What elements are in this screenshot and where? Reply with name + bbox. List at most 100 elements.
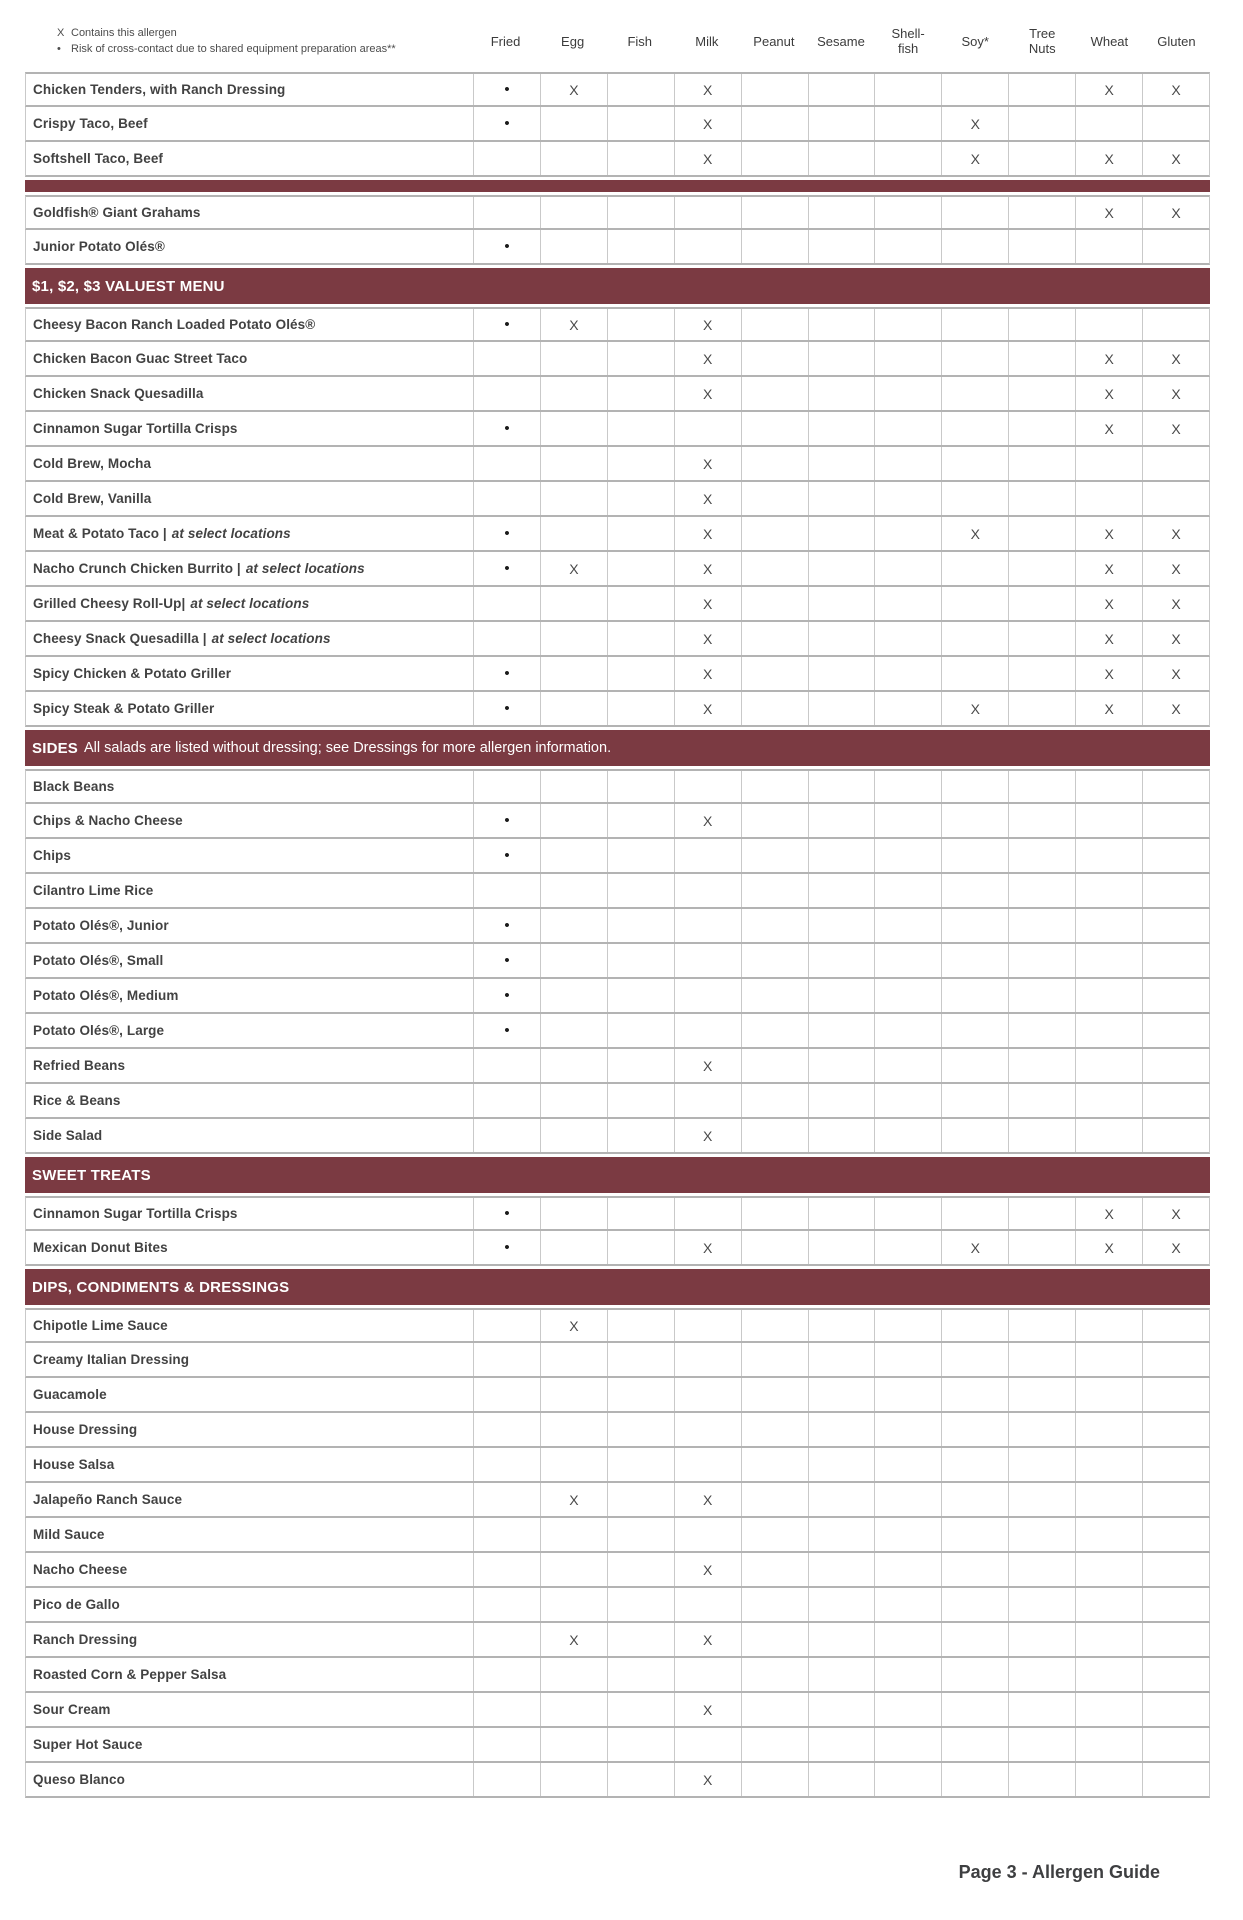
table-row: Junior Potato Olés® •: [25, 230, 1210, 265]
empty-cell: [1142, 1448, 1209, 1481]
item-name: Potato Olés®, Junior: [26, 909, 473, 942]
empty-cell: [606, 692, 674, 725]
empty-cell: [539, 1553, 607, 1586]
empty-cell: [1075, 1658, 1142, 1691]
empty-cell: [673, 1198, 741, 1229]
empty-cell: [807, 1119, 875, 1152]
empty-cell: [807, 979, 875, 1012]
table-row: Ranch Dressing X X: [25, 1623, 1210, 1658]
empty-cell: [473, 1693, 540, 1726]
section-header: $1, $2, $3 VALUEST MENU: [25, 268, 1210, 304]
empty-cell: [606, 1518, 674, 1551]
column-header: Egg: [561, 33, 585, 49]
empty-cell: [807, 1014, 875, 1047]
empty-cell: [539, 1658, 607, 1691]
empty-cell: [1008, 1413, 1075, 1446]
empty-cell: [1008, 1483, 1075, 1516]
empty-cell: [539, 517, 607, 550]
cross-contact-dot-mark: •: [473, 1014, 540, 1047]
cross-contact-dot-mark: •: [473, 1231, 540, 1264]
cross-contact-dot-mark: •: [473, 107, 540, 140]
empty-cell: [740, 804, 808, 837]
cross-contact-dot-mark: •: [473, 839, 540, 872]
column-header: Peanut: [753, 33, 795, 49]
empty-cell: [740, 1588, 808, 1621]
item-name-text: Cheesy Bacon Ranch Loaded Potato Olés®: [33, 317, 316, 332]
allergen-x-mark: X: [673, 482, 741, 515]
empty-cell: [473, 482, 540, 515]
item-name-text: Sour Cream: [33, 1702, 111, 1717]
empty-cell: [539, 979, 607, 1012]
empty-cell: [874, 1763, 941, 1796]
empty-cell: [606, 657, 674, 690]
empty-cell: [807, 874, 875, 907]
empty-cell: [1075, 1119, 1142, 1152]
empty-cell: [473, 587, 540, 620]
column-header: Shell- fish: [891, 26, 925, 56]
empty-cell: [941, 552, 1008, 585]
table-body: Chicken Tenders, with Ranch Dressing • X X X…: [25, 72, 1210, 1798]
empty-cell: [807, 1049, 875, 1082]
empty-cell: [673, 1310, 741, 1341]
empty-cell: [606, 552, 674, 585]
legend-contains-text: Contains this allergen: [71, 27, 177, 39]
table-row: Potato Olés®, Junior •: [25, 909, 1210, 944]
empty-cell: [807, 1623, 875, 1656]
empty-cell: [606, 1588, 674, 1621]
table-row: House Dressing: [25, 1413, 1210, 1448]
allergen-x-mark: X: [1142, 412, 1209, 445]
empty-cell: [1142, 944, 1209, 977]
empty-cell: [740, 1553, 808, 1586]
empty-cell: [1142, 230, 1209, 263]
empty-cell: [874, 447, 941, 480]
table-row: Rice & Beans: [25, 1084, 1210, 1119]
empty-cell: [606, 1728, 674, 1761]
table-row: Chicken Bacon Guac Street Taco X X X: [25, 342, 1210, 377]
empty-cell: [1142, 447, 1209, 480]
allergen-x-mark: X: [1075, 692, 1142, 725]
empty-cell: [539, 944, 607, 977]
empty-cell: [740, 1231, 808, 1264]
empty-cell: [740, 74, 808, 105]
item-name-text: Chipotle Lime Sauce: [33, 1318, 168, 1333]
empty-cell: [606, 1448, 674, 1481]
empty-cell: [740, 1014, 808, 1047]
allergen-x-mark: X: [673, 309, 741, 340]
empty-cell: [874, 1119, 941, 1152]
empty-cell: [606, 839, 674, 872]
cross-contact-dot-mark: •: [473, 517, 540, 550]
empty-cell: [606, 197, 674, 228]
empty-cell: [673, 1658, 741, 1691]
empty-cell: [740, 1310, 808, 1341]
allergen-x-mark: X: [539, 552, 607, 585]
allergen-table: X Contains this allergen • Risk of cross-c…: [25, 0, 1210, 1798]
empty-cell: [941, 1448, 1008, 1481]
empty-cell: [1142, 804, 1209, 837]
empty-cell: [1008, 622, 1075, 655]
item-name-text: Mild Sauce: [33, 1527, 105, 1542]
table-row: Creamy Italian Dressing: [25, 1343, 1210, 1378]
empty-cell: [539, 142, 607, 175]
empty-cell: [1075, 771, 1142, 802]
empty-cell: [874, 552, 941, 585]
empty-cell: [1142, 482, 1209, 515]
empty-cell: [1008, 874, 1075, 907]
empty-cell: [1008, 107, 1075, 140]
empty-cell: [1008, 230, 1075, 263]
item-name-text: Goldfish® Giant Grahams: [33, 205, 201, 220]
column-header: Gluten: [1157, 33, 1196, 49]
column-header: Soy*: [961, 33, 989, 49]
item-name-text: Cheesy Snack Quesadilla |: [33, 631, 207, 646]
empty-cell: [673, 412, 741, 445]
empty-cell: [539, 804, 607, 837]
empty-cell: [1075, 1588, 1142, 1621]
empty-cell: [874, 1231, 941, 1264]
empty-cell: [1075, 1728, 1142, 1761]
empty-cell: [941, 309, 1008, 340]
empty-cell: [1142, 1763, 1209, 1796]
empty-cell: [941, 74, 1008, 105]
empty-cell: [1008, 142, 1075, 175]
empty-cell: [740, 1483, 808, 1516]
table-row: Cold Brew, Mocha X: [25, 447, 1210, 482]
empty-cell: [807, 412, 875, 445]
